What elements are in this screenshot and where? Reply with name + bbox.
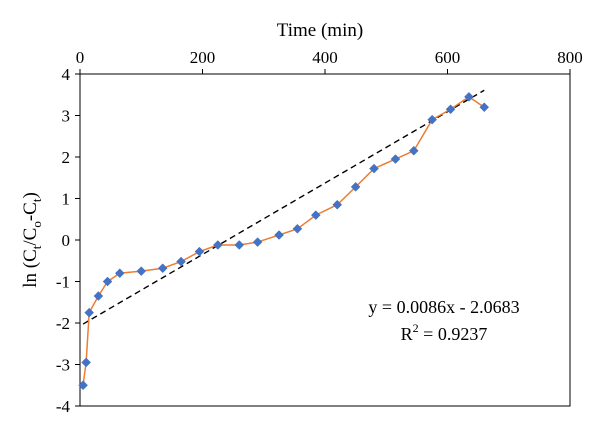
r2-value: = 0.9237 xyxy=(419,324,488,344)
y-tick-label: 1 xyxy=(62,190,71,209)
data-point xyxy=(81,357,91,368)
data-point xyxy=(464,91,474,102)
data-point xyxy=(310,210,321,220)
data-point xyxy=(292,223,303,234)
data-point xyxy=(252,237,263,247)
data-point xyxy=(369,163,379,174)
data-point xyxy=(157,263,168,274)
x-tick-label: 200 xyxy=(190,48,216,67)
y-axis-title: ln (Ct/Co-Ct) xyxy=(20,192,44,288)
y-title-dash: -C xyxy=(20,202,41,221)
y-title-sub-t2: t xyxy=(29,198,44,202)
y-tick-label: 3 xyxy=(62,107,71,126)
y-tick-label: -1 xyxy=(56,273,70,292)
plot-area xyxy=(79,73,571,407)
data-point xyxy=(102,276,113,287)
y-tick-label: 2 xyxy=(62,148,71,167)
r2-exponent: 2 xyxy=(413,321,419,335)
r2-letter: R xyxy=(401,324,413,344)
x-tick-label: 400 xyxy=(312,48,338,67)
data-point xyxy=(212,240,223,250)
tick-group: 0 200 400 600 800 4 3 2 1 0 -1 -2 -3 -4 xyxy=(56,48,583,416)
y-tick-label: -2 xyxy=(56,314,70,333)
data-point xyxy=(332,199,343,210)
data-point xyxy=(350,182,361,192)
y-title-sub-o: o xyxy=(29,221,44,228)
trendline xyxy=(82,89,485,325)
y-tick-label: -4 xyxy=(56,397,71,416)
trend-equation: y = 0.0086x - 2.0683 xyxy=(368,297,519,317)
data-point xyxy=(176,256,186,267)
data-point xyxy=(136,266,147,276)
x-tick-label: 600 xyxy=(435,48,461,67)
data-point xyxy=(479,102,490,113)
data-point xyxy=(114,268,125,279)
y-title-prefix: ln (C xyxy=(20,249,41,288)
plot-frame xyxy=(79,73,571,407)
data-point xyxy=(408,145,419,156)
y-title-sub-t: t xyxy=(29,245,44,249)
y-tick-label: 0 xyxy=(62,231,71,250)
y-title-mid: /C xyxy=(20,228,41,246)
data-point xyxy=(93,291,104,301)
data-point xyxy=(445,104,456,115)
data-point xyxy=(84,307,95,318)
y-tick-label: -3 xyxy=(56,356,70,375)
data-point xyxy=(234,240,245,250)
trendline-group xyxy=(82,89,485,325)
x-axis-title: Time (min) xyxy=(277,20,363,41)
data-point xyxy=(78,380,88,391)
y-title-suffix: ) xyxy=(20,192,41,198)
data-point xyxy=(427,114,438,125)
x-tick-label: 0 xyxy=(76,48,85,67)
trend-r2: R2 = 0.9237 xyxy=(401,321,488,344)
series-group xyxy=(78,91,490,391)
data-point xyxy=(390,154,401,164)
y-tick-label: 4 xyxy=(62,65,71,84)
data-point xyxy=(194,246,205,257)
data-point xyxy=(274,230,284,240)
x-tick-label: 800 xyxy=(557,48,583,67)
